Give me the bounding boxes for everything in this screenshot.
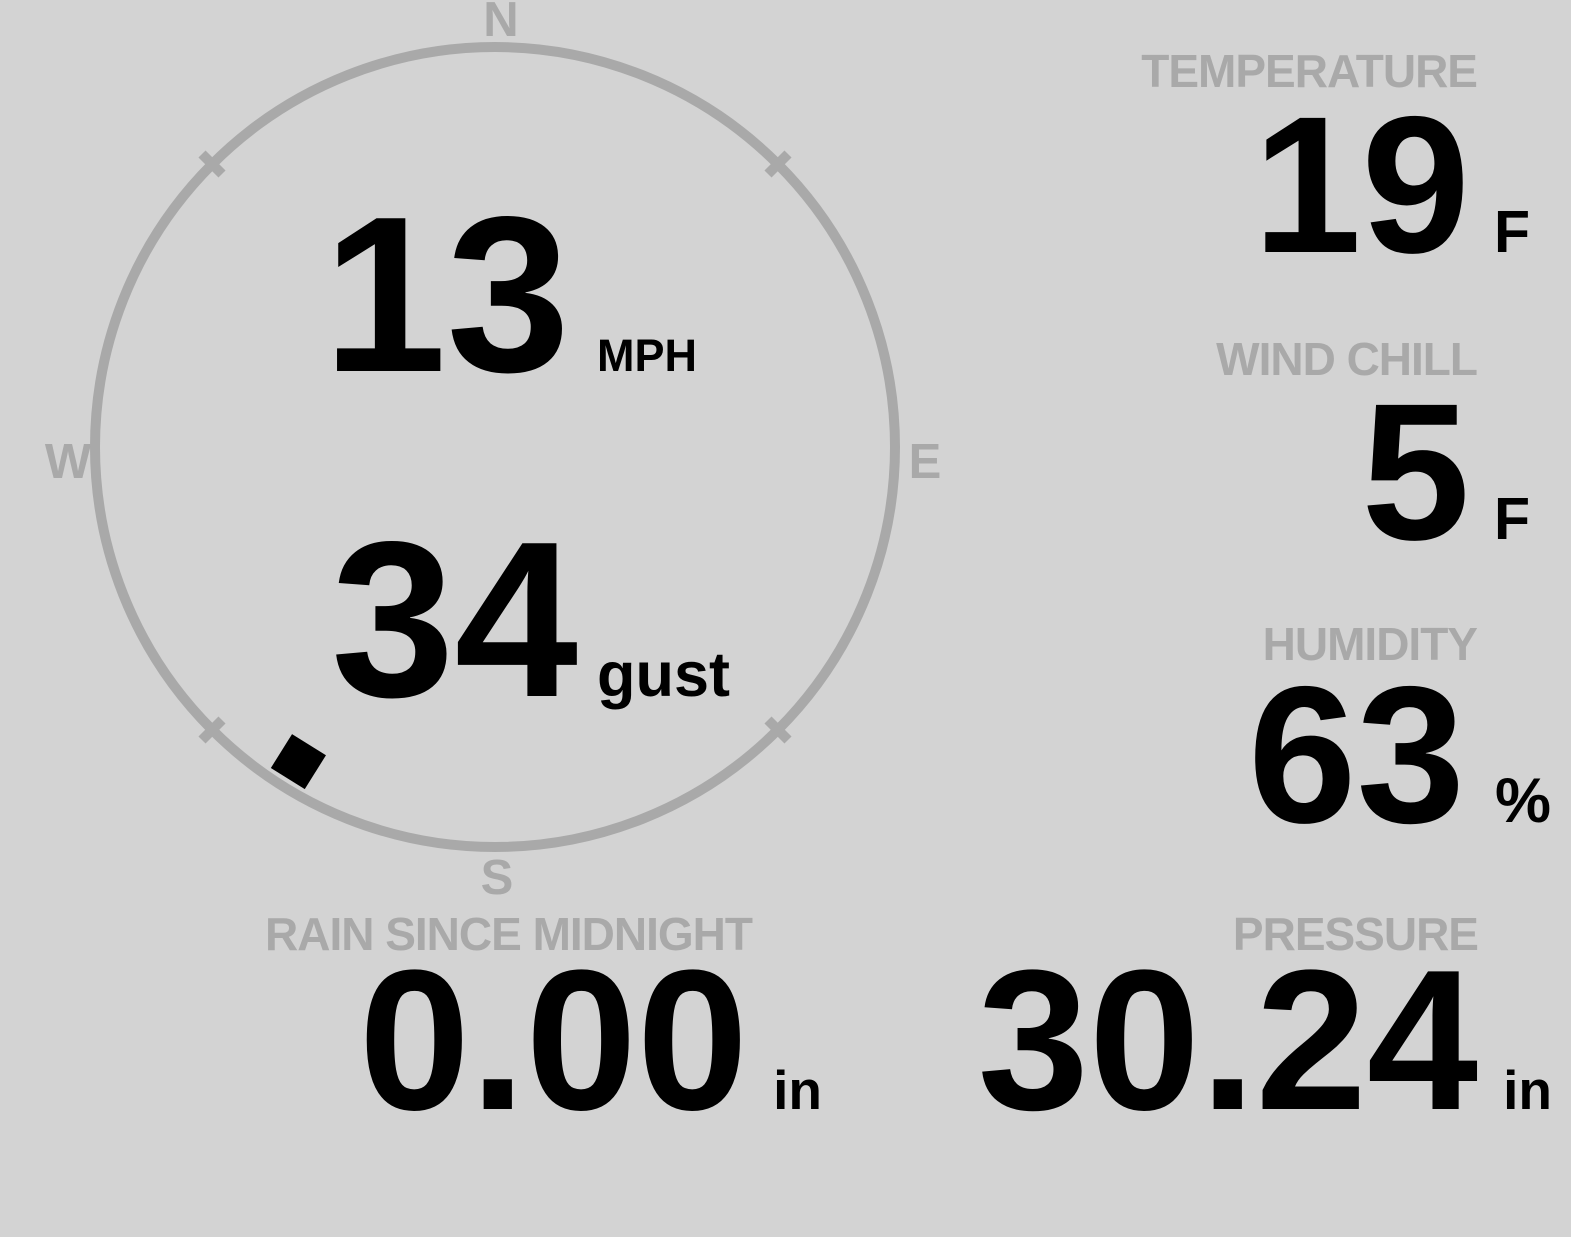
wind-chill-unit: F [1493,486,1530,552]
wind-speed-row: 13 MPH [323,184,697,406]
temperature-value-row: 19 F [1253,88,1530,283]
temperature-value: 19 [1253,76,1470,294]
wind-gust-value: 34 [331,496,579,744]
pressure-value: 30.24 [977,929,1479,1152]
temperature-unit: F [1493,199,1530,265]
compass-tick-nw [198,150,226,178]
humidity-unit: % [1494,766,1551,836]
pressure-value-row: 30.24 in [978,941,1552,1141]
humidity-value-row: 63 % [1248,658,1551,853]
rain-since-midnight-value: 0.00 [358,929,749,1152]
humidity-label: HUMIDITY [1262,618,1478,670]
wind-chill-value-row: 5 F [1362,375,1531,570]
wind-chill-label: WIND CHILL [1216,333,1478,385]
compass-tick-ne [764,150,792,178]
wind-compass-dial [90,42,900,852]
rain-since-midnight-unit: in [773,1059,822,1121]
pressure-unit: in [1503,1059,1552,1121]
wind-speed-unit: MPH [597,330,697,381]
pressure-label: PRESSURE [1232,908,1479,960]
compass-tick-sw [198,716,226,744]
compass-circle [90,42,900,852]
compass-label-west: W [44,435,92,489]
compass-label-north: N [483,0,519,47]
rain-since-midnight-value-row: 0.00 in [359,941,822,1141]
wind-speed-value: 13 [323,171,570,419]
compass-label-east: E [908,435,942,489]
rain-since-midnight-label: RAIN SINCE MIDNIGHT [265,908,753,960]
wind-gust-unit: gust [597,640,730,710]
temperature-label: TEMPERATURE [1141,45,1478,97]
wind-gust-row: 34 gust [331,509,730,731]
wind-chill-value: 5 [1361,363,1470,581]
humidity-value: 63 [1248,646,1465,864]
compass-label-south: S [480,851,514,905]
compass-tick-se [764,716,792,744]
